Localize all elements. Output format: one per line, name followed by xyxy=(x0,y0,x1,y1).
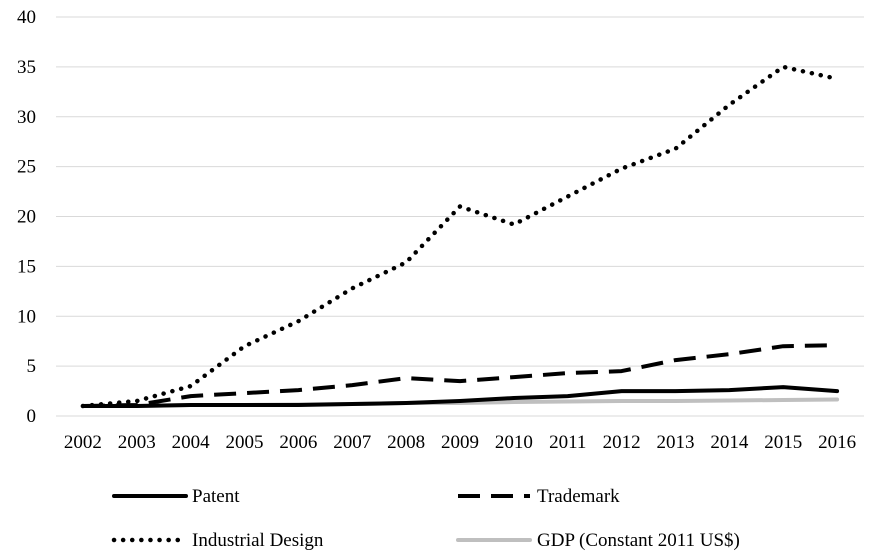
y-tick-label: 15 xyxy=(17,256,36,277)
y-tick-label: 10 xyxy=(17,306,36,327)
series-lines xyxy=(80,64,840,409)
x-tick-label: 2014 xyxy=(710,432,749,453)
series-line-trademark xyxy=(82,343,838,408)
y-tick-label: 0 xyxy=(27,406,37,427)
x-axis: 2002 2003 2004 2005 2006 2007 2008 2009 2010 2011… xyxy=(56,415,864,453)
y-tick-label: 20 xyxy=(17,207,36,228)
x-tick-label: 2013 xyxy=(656,432,694,453)
legend-label-trademark: Trademark xyxy=(537,486,620,507)
series-line-patent xyxy=(80,385,840,408)
x-tick-label: 2016 xyxy=(818,432,856,453)
x-tick-label: 2007 xyxy=(333,432,371,453)
legend-label-industrial-design: Industrial Design xyxy=(192,530,324,551)
y-tick-label: 5 xyxy=(27,356,37,377)
y-axis: 0 5 10 15 20 25 30 35 40 xyxy=(17,7,36,427)
x-tick-label: 2009 xyxy=(441,432,479,453)
series-line-industrial-design xyxy=(80,64,840,409)
y-tick-label: 25 xyxy=(17,157,36,178)
x-tick-label: 2008 xyxy=(387,432,425,453)
x-tick-label: 2015 xyxy=(764,432,802,453)
y-tick-label: 35 xyxy=(17,57,36,78)
x-tick-label: 2011 xyxy=(549,432,586,453)
x-tick-label: 2006 xyxy=(279,432,317,453)
x-tick-label: 2010 xyxy=(495,432,533,453)
legend-label-patent: Patent xyxy=(192,486,240,507)
gridlines xyxy=(56,16,864,367)
x-tick-label: 2002 xyxy=(64,432,102,453)
y-tick-label: 40 xyxy=(17,7,36,28)
x-tick-label: 2003 xyxy=(118,432,156,453)
y-tick-label: 30 xyxy=(17,107,36,128)
x-tick-label: 2004 xyxy=(172,432,211,453)
x-tick-label: 2005 xyxy=(226,432,264,453)
x-tick-label: 2012 xyxy=(603,432,641,453)
legend: Patent Trademark Industrial Design GDP (Con… xyxy=(111,486,740,551)
legend-label-gdp-constant-2011-us: GDP (Constant 2011 US$) xyxy=(537,530,740,551)
